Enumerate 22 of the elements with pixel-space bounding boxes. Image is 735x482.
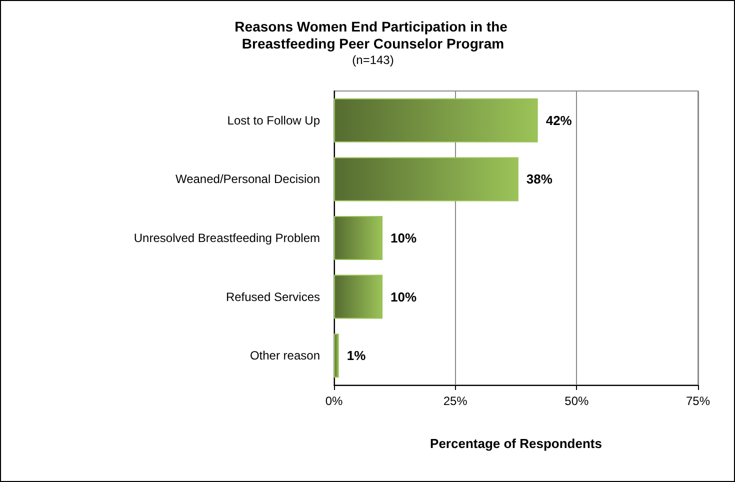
chart-title: Reasons Women End Participation in the Breastfeeding Peer Counselor Program	[234, 18, 512, 52]
x-axis-title: Percentage of Respondents	[430, 436, 602, 451]
x-tick-label: 25%	[443, 394, 468, 408]
y-tick-label: Refused Services	[226, 290, 320, 304]
x-tick-label: 50%	[564, 394, 589, 408]
bar	[334, 274, 383, 319]
y-tick-label: Lost to Follow Up	[227, 113, 320, 128]
data-label: 10%	[390, 230, 417, 246]
data-label: 10%	[390, 289, 417, 304]
y-tick-label: Other reason	[250, 348, 320, 363]
data-label: 42%	[546, 112, 572, 128]
data-label: 1%	[346, 348, 366, 364]
y-tick-label: Unresolved Breastfeeding Problem	[134, 231, 320, 245]
bar	[334, 157, 518, 202]
x-tick-label: 75%	[686, 394, 710, 408]
chart-subtitle: (n=143)	[352, 53, 394, 67]
y-tick-label: Weaned/Personal Decision	[175, 172, 320, 186]
bar	[334, 334, 339, 378]
bar	[334, 216, 383, 260]
x-tick-label: 0%	[325, 394, 343, 408]
data-label: 38%	[526, 172, 553, 187]
bar	[334, 98, 538, 142]
